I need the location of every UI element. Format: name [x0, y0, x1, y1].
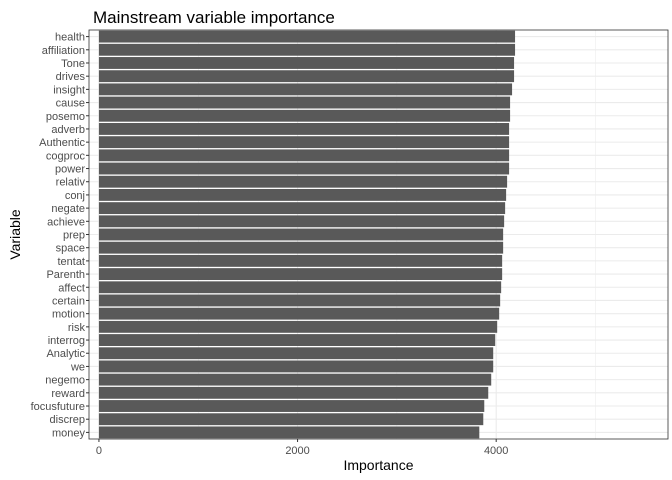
x-tick-label: 2000	[285, 445, 309, 457]
y-tick-label: Tone	[61, 58, 85, 70]
bar-we	[98, 360, 494, 373]
bar-posemo	[98, 109, 511, 122]
bar-reward	[98, 386, 489, 399]
y-tick-label: power	[55, 164, 85, 176]
bar-negate	[98, 202, 506, 215]
y-tick-label: cause	[56, 98, 85, 110]
bar-relativ	[98, 175, 508, 188]
y-tick-label: we	[70, 361, 85, 373]
y-tick-label: Parenth	[46, 269, 85, 281]
bar-conj	[98, 188, 507, 201]
y-axis-title: Variable	[7, 209, 23, 260]
bar-affect	[98, 281, 502, 294]
bar-money	[98, 426, 480, 439]
bar-drives	[98, 70, 515, 83]
y-tick-label: insight	[53, 84, 85, 96]
bar-achieve	[98, 215, 505, 228]
y-tick-label: reward	[51, 388, 85, 400]
x-axis-ticks: 0 2000 4000	[96, 439, 508, 457]
bar-cogproc	[98, 149, 510, 162]
y-tick-label: conj	[65, 190, 85, 202]
y-tick-label: drives	[56, 71, 86, 83]
bar-adverb	[98, 123, 510, 135]
bar-space	[98, 241, 504, 254]
y-tick-label: focusfuture	[31, 401, 85, 413]
bar-negemo	[98, 373, 492, 386]
y-tick-label: negate	[51, 203, 85, 215]
bar-Parenth	[98, 268, 503, 281]
bar-affiliation	[98, 43, 516, 56]
y-tick-label: achieve	[47, 216, 85, 228]
x-axis-title: Importance	[343, 457, 413, 473]
y-tick-label: money	[52, 427, 86, 439]
x-tick-label: 0	[96, 445, 102, 457]
bar-certain	[98, 294, 501, 307]
y-tick-label: health	[55, 32, 85, 44]
y-tick-label: affect	[58, 282, 85, 294]
bar-motion	[98, 307, 500, 320]
y-tick-label: discrep	[50, 414, 85, 426]
y-tick-label: negemo	[45, 375, 85, 387]
y-tick-label: prep	[63, 230, 85, 242]
y-tick-label: motion	[52, 309, 85, 321]
y-tick-label: relativ	[56, 177, 86, 189]
x-tick-label: 4000	[484, 445, 508, 457]
bars	[98, 30, 516, 439]
bar-Analytic	[98, 347, 494, 360]
bar-power	[98, 162, 510, 175]
bar-focusfuture	[98, 400, 485, 412]
y-tick-label: adverb	[51, 124, 85, 136]
y-tick-label: interrog	[48, 335, 85, 347]
bar-tentat	[98, 254, 503, 267]
bar-Authentic	[98, 136, 510, 149]
y-tick-label: affiliation	[42, 45, 85, 57]
bar-discrep	[98, 413, 484, 426]
bar-health	[98, 30, 516, 43]
y-tick-label: cogproc	[46, 150, 86, 162]
bar-interrog	[98, 334, 496, 346]
y-tick-label: space	[56, 243, 85, 255]
y-tick-label: certain	[52, 295, 85, 307]
bar-cause	[98, 96, 511, 109]
bar-insight	[98, 83, 513, 96]
y-tick-label: Analytic	[46, 348, 85, 360]
y-axis-ticks: healthaffiliationTonedrivesinsightcausep…	[31, 32, 89, 439]
y-tick-label: risk	[68, 322, 86, 334]
chart-title: Mainstream variable importance	[93, 8, 335, 27]
bar-Tone	[98, 57, 515, 69]
y-tick-label: tentat	[57, 256, 85, 268]
bar-risk	[98, 320, 498, 333]
bar-prep	[98, 228, 504, 241]
y-tick-label: Authentic	[39, 137, 85, 149]
y-tick-label: posemo	[46, 111, 85, 123]
